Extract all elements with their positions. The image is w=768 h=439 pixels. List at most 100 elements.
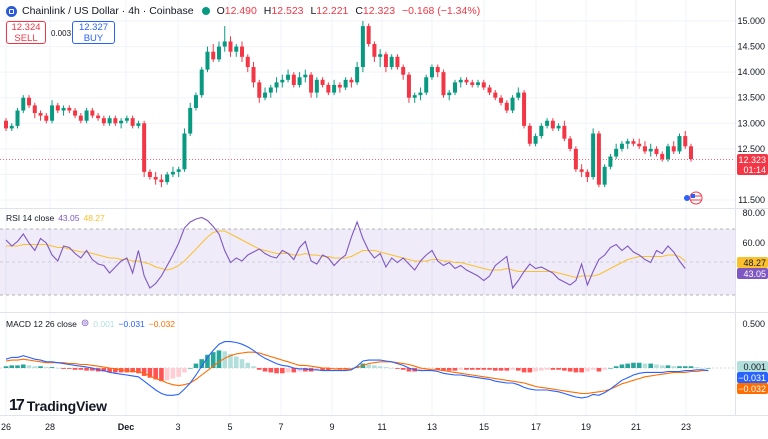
tradingview-logo-icon: 17 xyxy=(9,397,25,414)
candle-body xyxy=(205,51,210,70)
macd-histogram-bar xyxy=(429,368,435,369)
macd-histogram-bar xyxy=(49,367,55,368)
candle-body xyxy=(418,92,423,96)
candle-body xyxy=(378,54,383,57)
tradingview-logo[interactable]: 17 TradingView xyxy=(9,397,107,415)
candle-body xyxy=(170,171,175,175)
time-tick-label: 11 xyxy=(377,422,386,432)
macd-histogram-bar xyxy=(498,368,504,371)
time-tick-label: 15 xyxy=(479,422,489,432)
macd-histogram-bar xyxy=(205,354,210,368)
candle-body xyxy=(268,87,273,93)
macd-histogram-bar xyxy=(78,368,84,370)
candle-body xyxy=(136,123,141,126)
macd-histogram-bar xyxy=(199,359,205,368)
macd-histogram-bar xyxy=(625,363,630,368)
macd-histogram-bar xyxy=(550,368,556,370)
candle-body xyxy=(504,102,509,111)
macd-histogram-bar xyxy=(153,368,158,380)
macd-histogram-bar xyxy=(521,368,527,373)
change-value: −0.168 (−1.34%) xyxy=(401,5,481,17)
candle-body xyxy=(142,123,147,172)
candle-body xyxy=(366,26,371,45)
macd-line xyxy=(5,341,709,399)
time-tick-label: 19 xyxy=(581,422,591,432)
candle-body xyxy=(67,107,72,111)
spread-value: 0.003 xyxy=(51,29,72,38)
time-tick-label: 13 xyxy=(427,422,437,432)
candle-body xyxy=(343,79,348,88)
macd-histogram-bar xyxy=(395,368,400,369)
macd-histogram-bar xyxy=(256,368,262,370)
macd-histogram-bar xyxy=(15,365,20,368)
macd-histogram-bar xyxy=(665,365,671,368)
macd-histogram-bar xyxy=(527,368,533,373)
candle-body xyxy=(303,74,308,78)
rsi-ma-badge-text: 48.27 xyxy=(743,258,766,268)
macd-histogram-bar xyxy=(441,368,446,371)
us-flag-icon[interactable] xyxy=(683,191,703,205)
macd-histogram-bar xyxy=(533,368,538,372)
macd-legend[interactable]: MACD 12 26 close ⊚ 0.001 −0.031 −0.032 xyxy=(6,318,175,329)
macd-signal-badge-text: −0.032 xyxy=(738,384,766,394)
last-price-badge-text: 01:14 xyxy=(743,165,766,175)
buy-button[interactable]: 12.327 BUY xyxy=(72,21,115,44)
price-tick-label: 14.500 xyxy=(737,42,765,52)
macd-histogram-bar xyxy=(544,368,550,370)
time-tick-label: 28 xyxy=(45,422,55,432)
candle-body xyxy=(522,92,527,126)
candle-body xyxy=(665,146,670,160)
macd-histogram-bar xyxy=(291,368,297,373)
macd-histogram-bar xyxy=(400,368,406,370)
candle-body xyxy=(50,105,55,121)
macd-signal-badge xyxy=(737,383,768,394)
macd-histogram-bar xyxy=(659,365,665,368)
sell-price: 12.324 xyxy=(11,22,41,33)
macd-histogram-bar xyxy=(32,366,38,368)
candle-body xyxy=(274,82,279,88)
time-tick-label: 9 xyxy=(329,422,334,432)
candle-series xyxy=(4,21,693,188)
candle-body xyxy=(372,44,377,57)
close-value: 12.323 xyxy=(362,5,396,17)
candle-body xyxy=(619,143,624,149)
macd-histogram-bar xyxy=(210,352,216,368)
candle-body xyxy=(96,115,101,119)
candle-body xyxy=(176,169,181,172)
candle-body xyxy=(412,95,417,98)
macd-histogram-bar xyxy=(182,368,187,373)
macd-histogram-bar xyxy=(268,368,274,373)
candle-body xyxy=(84,110,89,121)
candle-body xyxy=(602,166,607,185)
candle-body xyxy=(487,87,492,93)
candle-body xyxy=(648,148,653,152)
sell-button[interactable]: 12.324 SELL xyxy=(6,21,46,44)
macd-title: MACD 12 26 close xyxy=(6,318,77,329)
macd-histogram-bar xyxy=(170,368,176,379)
candle-body xyxy=(660,153,665,160)
macd-histogram-bar xyxy=(251,366,256,368)
rsi-ma-badge xyxy=(737,257,768,268)
macd-hist-badge-text: 0.001 xyxy=(743,362,766,372)
candle-body xyxy=(15,110,20,126)
candle-body xyxy=(596,133,601,185)
candle-body xyxy=(516,92,521,98)
candle-body xyxy=(464,79,469,83)
macd-histogram-bar xyxy=(3,366,9,368)
high-value: 12.523 xyxy=(271,5,304,17)
macd-histogram-bar xyxy=(446,368,452,371)
chainlink-logo-icon xyxy=(6,5,17,17)
rsi-legend[interactable]: RSI 14 close 43.05 48.27 xyxy=(6,213,105,223)
macd-tick-label: 0.500 xyxy=(742,319,765,329)
candle-body xyxy=(683,136,688,147)
macd-histogram-bar xyxy=(285,368,291,373)
candle-body xyxy=(297,77,302,85)
candle-body xyxy=(222,41,227,47)
macd-histogram-bar xyxy=(631,362,636,368)
symbol-title[interactable]: Chainlink / US Dollar · 4h · Coinbase xyxy=(22,5,194,17)
candle-body xyxy=(452,82,457,93)
candle-body xyxy=(401,67,406,75)
link-icon[interactable]: ⊚ xyxy=(80,318,90,329)
